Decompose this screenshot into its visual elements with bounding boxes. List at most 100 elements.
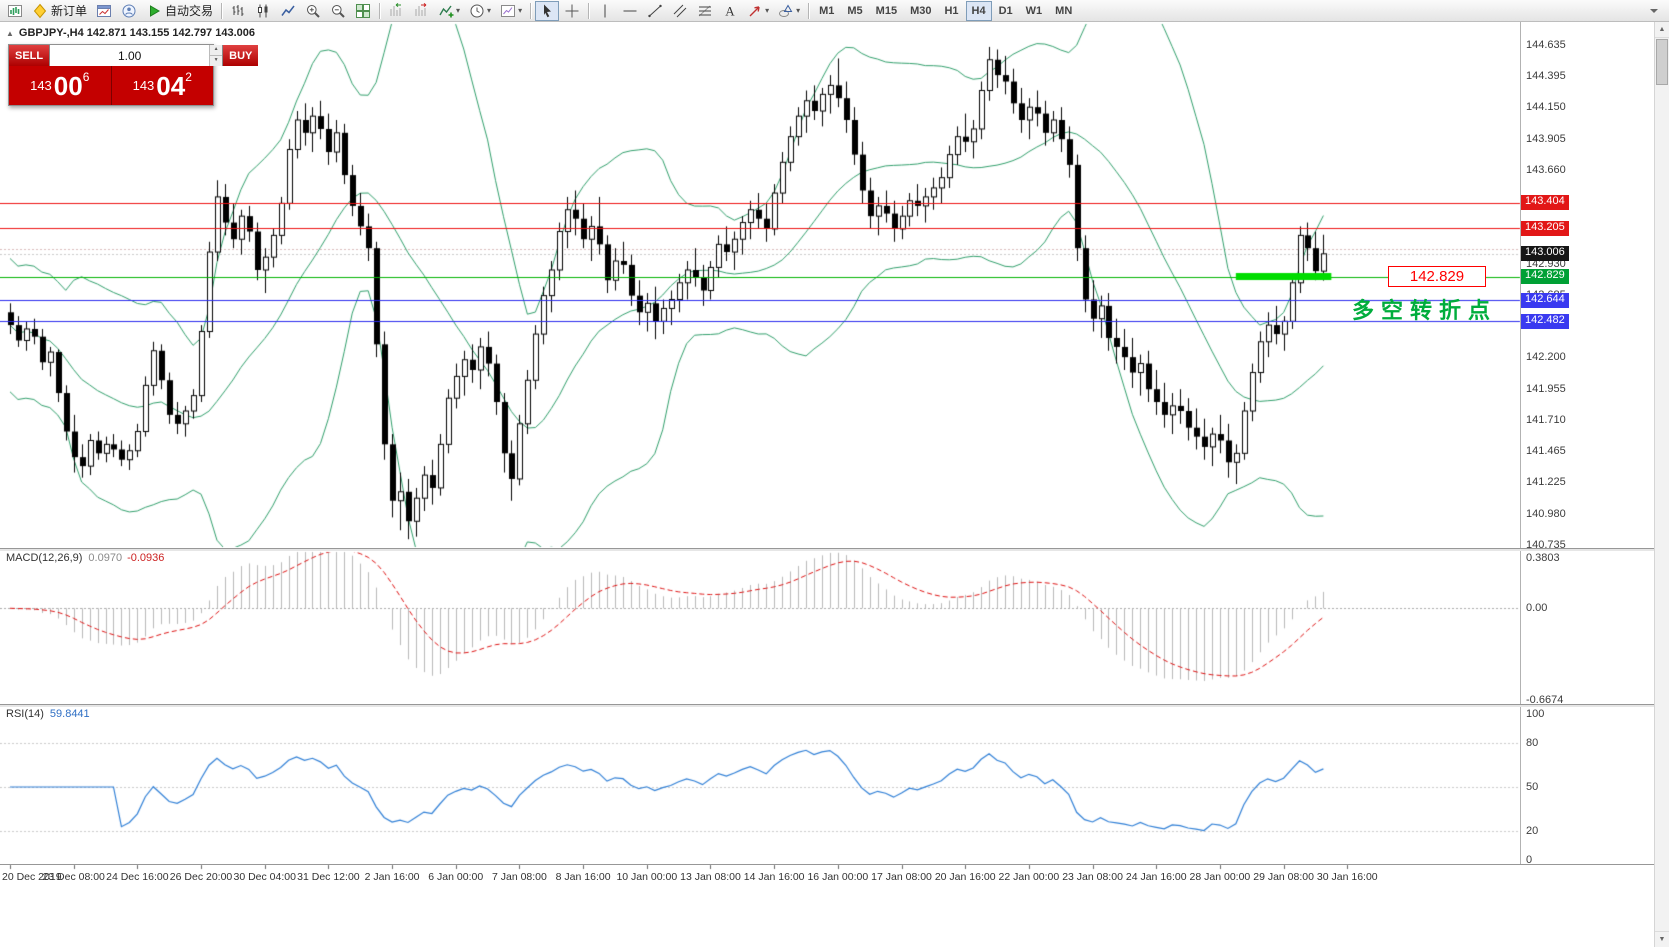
chart-window-icon[interactable] [92,1,116,21]
buy-price-pips: 04 [156,70,186,101]
timeframe-h4-button[interactable]: H4 [965,0,992,21]
trendline-icon [647,3,663,19]
horizontal-line-icon[interactable] [618,1,642,21]
arrows-tool-icon[interactable]: ▾ [743,1,773,21]
timeframe-w1-button[interactable]: W1 [1020,1,1049,21]
crosshair-icon[interactable] [560,1,584,21]
diamond-icon [32,3,48,19]
periods-icon [469,3,485,19]
rsi-value: 59.8441 [49,708,90,720]
channel-icon [672,3,688,19]
chart-shift-icon[interactable] [409,1,433,21]
buy-button[interactable]: BUY [223,45,259,66]
templates-icon[interactable]: ▾ [496,1,526,21]
sell-price-point: 6 [82,70,90,84]
macd-label: MACD(12,26,9) 0.0970 -0.0936 [6,552,164,564]
timeframe-m30-button[interactable]: M30 [904,1,937,21]
timeframe-mn-button[interactable]: MN [1049,1,1078,21]
text-tool-icon[interactable]: A [718,1,742,21]
macd-name: MACD(12,26,9) [6,552,83,564]
toolbar-separator [588,2,590,19]
panel-separator[interactable] [0,548,1654,551]
scroll-down-arrow-icon[interactable]: ▼ [1655,931,1669,947]
price-axis-border [1520,22,1521,864]
auto-scroll-icon[interactable] [384,1,408,21]
new-order-button[interactable]: 新订单 [28,1,91,21]
new-chart-icon [7,3,23,19]
volume-input[interactable] [50,45,210,66]
chart-window-icon [96,3,112,19]
indicators-icon[interactable]: ▾ [434,1,464,21]
candle-chart-icon[interactable] [251,1,275,21]
new-order-button-label: 新订单 [51,4,88,18]
timeframe-h1-button[interactable]: H1 [938,1,964,21]
one-click-trading-panel: SELL ▲ ▼ BUY 143 00 6 143 04 2 [8,44,259,106]
trade-panel-price-row: 143 00 6 143 04 2 [9,66,213,105]
volume-spinner: ▲ ▼ [209,45,223,66]
toolbar-separator [808,2,810,19]
line-chart-icon [280,3,296,19]
dropdown-caret-icon: ▾ [487,6,492,15]
new-chart-icon[interactable] [3,1,27,21]
zoom-out-icon [330,3,346,19]
text-tool-icon: A [722,3,738,19]
macd-signal-value: -0.0936 [127,552,165,564]
panel-separator[interactable] [0,704,1654,707]
price-annotation-box[interactable]: 142.829 [1388,266,1486,287]
volume-down-button[interactable]: ▼ [210,56,223,66]
fibonacci-icon[interactable] [693,1,717,21]
fibonacci-icon [697,3,713,19]
candle-chart-icon [255,3,271,19]
rsi-label: RSI(14) 59.8441 [6,708,90,720]
turning-point-annotation[interactable]: 多空转折点 [1352,298,1498,323]
sell-button[interactable]: SELL [9,45,50,66]
toolbar: 新订单 自动交易 ▾ ▾ ▾ A ▾ ▾ M1 M5 M15 M30 H1 H4 D1 W1 MN [0,0,1669,22]
toolbar-overflow-icon[interactable] [1642,1,1666,21]
timeframe-m5-button[interactable]: M5 [841,1,868,21]
channel-icon[interactable] [668,1,692,21]
crosshair-icon [564,3,580,19]
tile-windows-icon[interactable] [351,1,375,21]
timeframe-m15-button[interactable]: M15 [870,1,903,21]
autotrade-button[interactable]: 自动交易 [142,1,217,21]
periods-icon[interactable]: ▾ [465,1,495,21]
buy-price[interactable]: 143 04 2 [110,66,214,105]
bar-chart-icon[interactable] [226,1,250,21]
profile-icon [121,3,137,19]
trade-panel-top-row: SELL ▲ ▼ BUY [9,45,259,66]
play-icon [146,3,162,19]
indicators-icon [438,3,454,19]
sell-price-prefix: 143 [30,78,52,93]
dropdown-caret-icon: ▾ [796,6,801,15]
autotrade-button-label: 自动交易 [165,4,214,18]
sell-price[interactable]: 143 00 6 [9,66,111,105]
horizontal-line-icon [622,3,638,19]
vertical-scrollbar[interactable]: ▲ ▼ [1654,22,1669,947]
macd-main-value: 0.0970 [88,552,123,564]
timeframe-m1-button[interactable]: M1 [813,1,840,21]
shapes-tool-icon[interactable]: ▾ [774,1,804,21]
zoom-out-icon[interactable] [326,1,350,21]
shapes-tool-icon [778,3,794,19]
templates-icon [500,3,516,19]
profile-icon[interactable] [117,1,141,21]
vertical-line-icon[interactable] [593,1,617,21]
bar-chart-icon [230,3,246,19]
cursor-icon[interactable] [535,0,560,21]
vertical-line-icon [597,3,613,19]
toolbar-separator [530,2,532,19]
dropdown-caret-icon: ▾ [456,6,461,15]
toolbar-separator [379,2,381,19]
collapse-panel-arrow-icon[interactable]: ▲ [6,28,14,38]
line-chart-icon[interactable] [276,1,300,21]
scrollbar-thumb[interactable] [1656,39,1668,85]
trendline-icon[interactable] [643,1,667,21]
timeframe-d1-button[interactable]: D1 [993,1,1019,21]
dropdown-caret-icon: ▾ [765,6,770,15]
zoom-in-icon[interactable] [301,1,325,21]
scroll-up-arrow-icon[interactable]: ▲ [1655,22,1669,38]
volume-up-button[interactable]: ▲ [210,45,223,56]
toolbar-separator [221,2,223,19]
